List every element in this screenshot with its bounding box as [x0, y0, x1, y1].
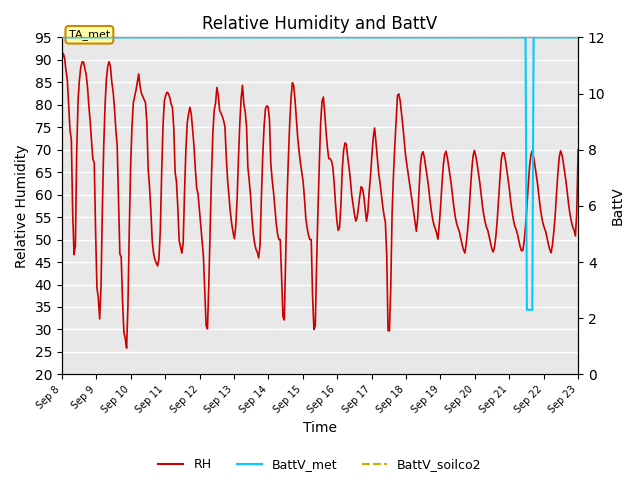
- X-axis label: Time: Time: [303, 421, 337, 435]
- Text: TA_met: TA_met: [68, 29, 110, 40]
- Title: Relative Humidity and BattV: Relative Humidity and BattV: [202, 15, 438, 33]
- Y-axis label: BattV: BattV: [611, 187, 625, 225]
- Legend: RH, BattV_met, BattV_soilco2: RH, BattV_met, BattV_soilco2: [154, 453, 486, 476]
- Y-axis label: Relative Humidity: Relative Humidity: [15, 144, 29, 268]
